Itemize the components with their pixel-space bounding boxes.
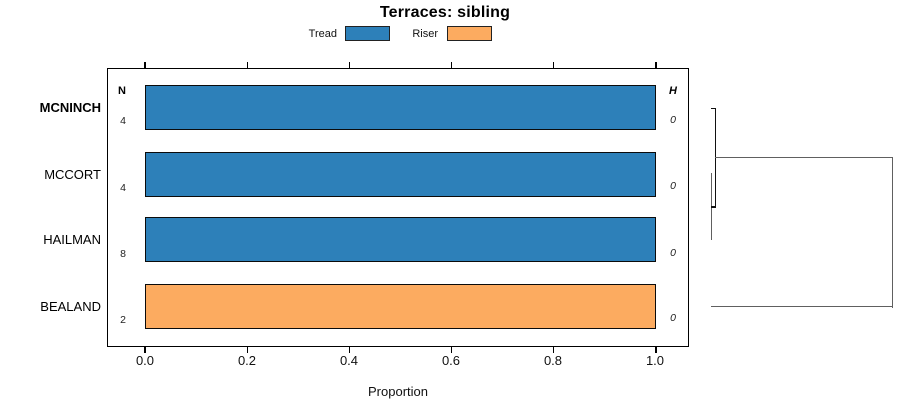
n-column-header: N: [118, 85, 126, 97]
legend-label-tread: Tread: [308, 28, 337, 40]
row-label-mccort: MCCORT: [44, 167, 101, 182]
x-tick-label: 0.2: [237, 353, 257, 368]
x-tick-label: 0.6: [441, 353, 461, 368]
x-tick-top: [655, 62, 657, 68]
x-tick-bottom: [655, 347, 657, 353]
bar-mcninch: [145, 85, 656, 130]
h-column-header: H: [669, 85, 677, 97]
n-value: 4: [120, 115, 126, 127]
h-value: 0: [670, 312, 676, 324]
x-tick-bottom: [553, 347, 555, 353]
x-tick-bottom: [144, 347, 146, 353]
n-value: 4: [120, 182, 126, 194]
legend-swatch-riser: [447, 26, 492, 41]
dendrogram-bracket-bottom-tick: [711, 206, 716, 208]
bar-bealand: [145, 284, 656, 329]
h-value: 0: [670, 180, 676, 192]
row-label-hailman: HAILMAN: [43, 232, 101, 247]
h-value: 0: [670, 114, 676, 126]
legend-label-riser: Riser: [412, 28, 438, 40]
n-value: 8: [120, 248, 126, 260]
x-tick-label: 0.4: [339, 353, 359, 368]
x-tick-top: [246, 62, 248, 68]
x-tick-label: 1.0: [645, 353, 665, 368]
dendrogram-root-vertical: [891, 156, 894, 308]
x-tick-bottom: [450, 347, 453, 353]
x-axis-label: Proportion: [368, 384, 428, 399]
row-label-mcninch: MCNINCH: [39, 100, 101, 115]
dendrogram-cluster-branch: [715, 156, 893, 159]
x-tick-label: 0.8: [543, 353, 563, 368]
dendrogram-bracket-top-tick: [711, 107, 716, 109]
x-tick-top: [553, 62, 555, 68]
x-tick-label: 0.0: [135, 353, 155, 368]
dendrogram-bealand-branch: [711, 305, 893, 308]
x-tick-top: [450, 62, 453, 68]
row-label-bealand: BEALAND: [40, 299, 101, 314]
legend-swatch-tread: [345, 26, 390, 41]
chart-title: Terraces: sibling: [379, 4, 511, 21]
x-tick-bottom: [246, 347, 248, 353]
bar-hailman: [145, 217, 656, 262]
x-tick-bottom: [348, 347, 351, 353]
bar-mccort: [145, 152, 656, 197]
x-tick-top: [348, 62, 351, 68]
n-value: 2: [120, 314, 126, 326]
x-tick-top: [144, 62, 146, 68]
h-value: 0: [670, 247, 676, 259]
